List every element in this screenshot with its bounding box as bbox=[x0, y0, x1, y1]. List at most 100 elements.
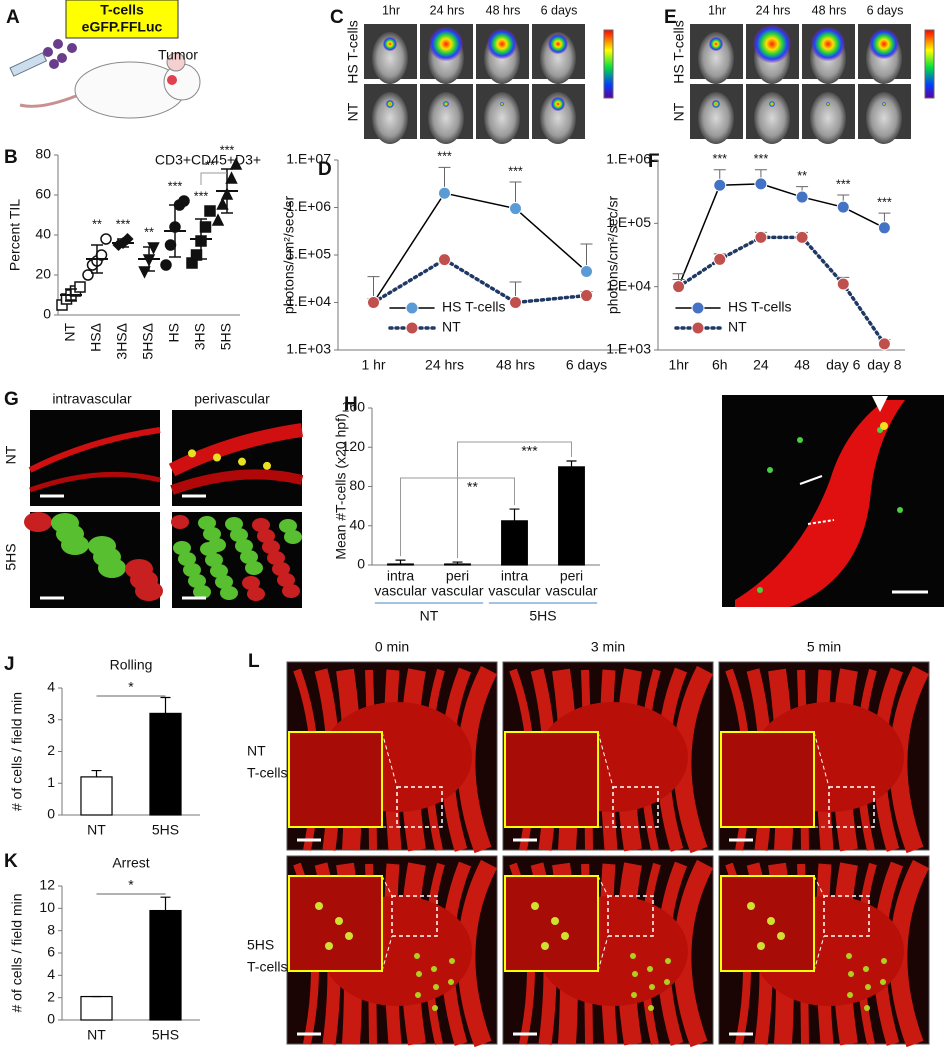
y-tick-label: 1.E+06 bbox=[606, 151, 651, 167]
y-tick-label: 0 bbox=[357, 556, 365, 572]
inset bbox=[720, 731, 815, 828]
x-tick-label: NT bbox=[62, 323, 78, 342]
y-tick-label: 1.E+03 bbox=[606, 341, 651, 357]
cell-cluster bbox=[200, 542, 218, 556]
cell-cluster bbox=[240, 550, 258, 564]
x-tick-label: intra bbox=[501, 568, 528, 584]
bar bbox=[501, 520, 528, 566]
signal bbox=[826, 102, 830, 106]
point bbox=[204, 205, 216, 217]
zoom-line bbox=[597, 935, 609, 972]
chart-title: Rolling bbox=[110, 657, 153, 673]
y-axis-label: # of cells / field min bbox=[9, 692, 25, 811]
cell-cluster bbox=[125, 559, 153, 579]
x-tick-label: 5HS bbox=[152, 822, 179, 838]
error-bar bbox=[117, 238, 129, 248]
bar bbox=[80, 776, 113, 816]
significance: *** bbox=[437, 150, 452, 164]
x-tick-label: 48 hrs bbox=[496, 357, 535, 373]
bracket bbox=[200, 172, 227, 185]
row-label: 5HS bbox=[3, 543, 19, 570]
panel-letter: H bbox=[344, 394, 358, 415]
point bbox=[754, 230, 768, 244]
zoom-box bbox=[828, 786, 875, 828]
y-axis-label: # of cells / field min bbox=[9, 893, 25, 1012]
significance: * bbox=[128, 679, 134, 695]
cell-cluster bbox=[183, 563, 201, 577]
point bbox=[138, 266, 151, 279]
cell bbox=[647, 966, 653, 972]
cell-cluster bbox=[188, 574, 206, 588]
panel-letter: K bbox=[4, 851, 18, 872]
zoom-box bbox=[607, 895, 654, 937]
point bbox=[438, 253, 451, 267]
significance: *** bbox=[508, 164, 523, 178]
point bbox=[713, 252, 727, 266]
point bbox=[836, 277, 850, 291]
point bbox=[160, 259, 172, 271]
bar bbox=[558, 466, 585, 566]
box-text: T-cells bbox=[100, 2, 144, 18]
signal bbox=[753, 25, 791, 63]
x-tick-label: 3HS bbox=[192, 323, 208, 350]
box-text: eGFP.FFLuc bbox=[82, 19, 163, 35]
cell-cluster bbox=[230, 528, 248, 542]
cell bbox=[238, 457, 246, 466]
y-tick-label: 2 bbox=[47, 742, 55, 758]
tumor-label: Tumor bbox=[158, 47, 198, 63]
point bbox=[509, 296, 522, 309]
panel-letter: D bbox=[318, 159, 332, 180]
cell-cluster bbox=[247, 587, 265, 601]
error-bar bbox=[169, 204, 181, 258]
point bbox=[509, 202, 522, 216]
cell bbox=[897, 507, 903, 513]
arrow bbox=[799, 475, 823, 485]
cell bbox=[767, 917, 775, 925]
cell bbox=[630, 953, 636, 959]
point bbox=[178, 195, 190, 207]
cell bbox=[632, 971, 638, 977]
y-tick-label: 1.E+06 bbox=[286, 198, 331, 214]
y-tick-label: 60 bbox=[35, 186, 51, 202]
signal bbox=[709, 37, 723, 51]
inset bbox=[288, 875, 383, 972]
cell bbox=[757, 587, 763, 593]
vessel bbox=[735, 400, 905, 607]
signal bbox=[882, 102, 886, 106]
mouse-head bbox=[428, 92, 464, 144]
cell-cluster bbox=[24, 512, 52, 532]
vessel bbox=[28, 427, 161, 473]
cell bbox=[213, 453, 221, 462]
row-label: T-cells bbox=[247, 959, 287, 975]
column-label: 0 min bbox=[375, 639, 409, 655]
signal bbox=[487, 29, 517, 59]
y-tick-label: 40 bbox=[349, 516, 365, 532]
cell bbox=[335, 917, 343, 925]
cell-cluster bbox=[284, 530, 302, 544]
point bbox=[795, 190, 809, 204]
cell-cluster bbox=[262, 540, 280, 554]
significance: ** bbox=[797, 169, 807, 183]
point bbox=[74, 281, 86, 293]
mouse-head bbox=[372, 92, 408, 144]
legend-label: HS T-cells bbox=[728, 299, 792, 315]
cell-cluster bbox=[210, 564, 228, 578]
cell-cluster bbox=[267, 551, 285, 565]
x-tick-label: vascular bbox=[545, 583, 597, 599]
column-label: perivascular bbox=[194, 391, 270, 407]
zoom-line bbox=[813, 875, 825, 897]
t-cell bbox=[49, 59, 59, 69]
zoom-box bbox=[823, 895, 870, 937]
cell bbox=[415, 992, 421, 998]
bar bbox=[149, 712, 182, 816]
row-label: HS T-cells bbox=[345, 20, 361, 84]
inset bbox=[504, 731, 599, 828]
y-tick-label: 1.E+05 bbox=[606, 214, 651, 230]
series-line bbox=[371, 257, 589, 305]
panel-letter: G bbox=[4, 389, 19, 410]
inset bbox=[288, 731, 383, 828]
x-tick-label: 3HSΔ bbox=[114, 323, 130, 360]
tumor bbox=[167, 75, 177, 85]
x-tick-label: 24 hrs bbox=[425, 357, 464, 373]
zoom-line bbox=[381, 731, 398, 788]
